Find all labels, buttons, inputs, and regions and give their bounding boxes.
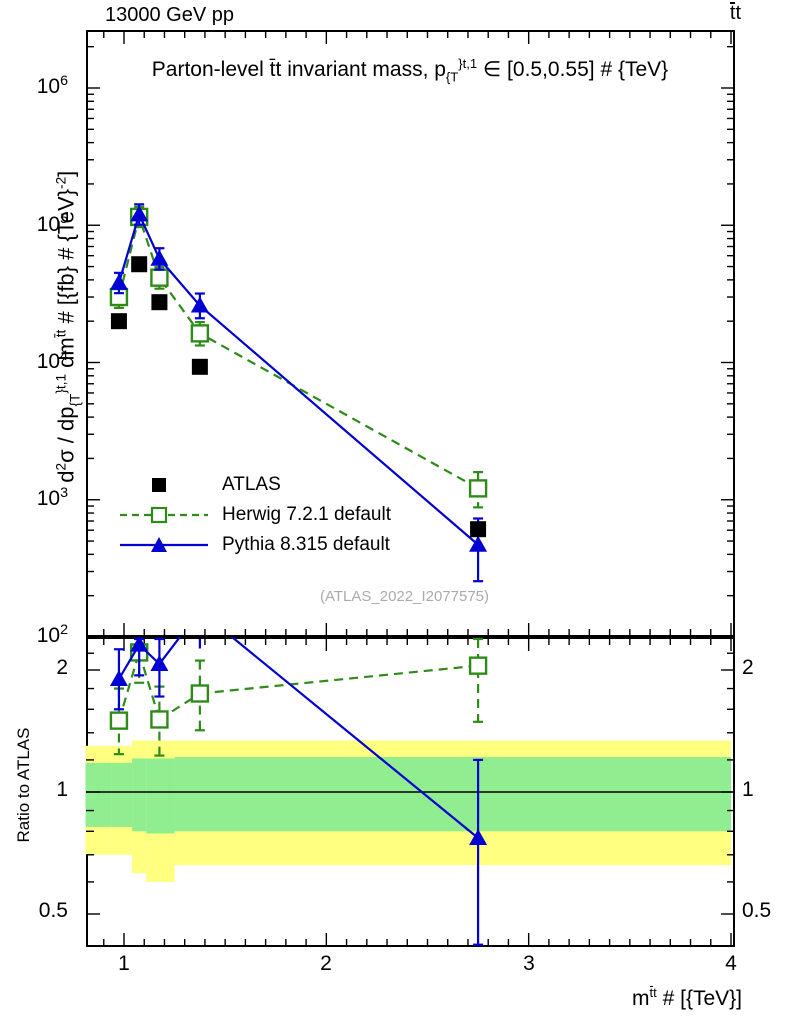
ratio-y-tick-label-05-right: 0.5: [742, 899, 772, 922]
ratio-inner-uncertainty-band: [146, 758, 175, 834]
process-label: tt: [729, 2, 741, 24]
analysis-id-watermark: (ATLAS_2022_I2077575): [320, 588, 490, 605]
ratio-marker-open-square: [468, 656, 488, 675]
legend-label-pythia: Pythia 8.315 default: [222, 534, 390, 555]
ratio-series-line: [117, 637, 479, 839]
y-tick-label-1e3: 103: [36, 485, 68, 510]
ratio-y-tick-label-2-left: 2: [56, 656, 68, 679]
data-marker-filled-square: [131, 256, 148, 273]
legend-item-pythia: Pythia 8.315 default: [120, 530, 391, 560]
ratio-inner-uncertainty-band: [111, 762, 133, 827]
x-tick-label-3: 3: [523, 952, 535, 975]
data-marker-triangle: [109, 273, 128, 290]
legend-label-atlas: ATLAS: [222, 474, 281, 495]
ratio-inner-uncertainty-band: [174, 757, 732, 832]
ratio-series-line: [117, 652, 479, 721]
x-tick-label-2: 2: [320, 952, 332, 975]
y-tick-label-1e5: 105: [36, 211, 68, 236]
data-marker-triangle: [150, 249, 169, 266]
plot-title-text: Parton-level t̄t invariant mass, p: [151, 57, 446, 81]
plot-title: Parton-level t̄t invariant mass, p{T}t,1…: [110, 56, 710, 85]
data-marker-triangle: [190, 296, 209, 313]
plot-title-subscript: {T: [445, 69, 459, 85]
legend-item-herwig: Herwig 7.2.1 default: [120, 500, 391, 530]
plot-title-superscript: }t,1: [458, 56, 478, 71]
ratio-inner-uncertainty-band: [85, 762, 112, 827]
ratio-marker-open-square: [190, 684, 210, 703]
legend-label-herwig: Herwig 7.2.1 default: [222, 504, 391, 525]
series-line-triangle: [117, 211, 479, 546]
data-marker-triangle: [130, 205, 149, 222]
ratio-marker-triangle: [469, 829, 488, 846]
data-marker-open-square: [468, 479, 488, 498]
data-marker-triangle: [469, 535, 488, 552]
legend-key-square-icon: [120, 474, 208, 496]
ratio-marker-triangle: [130, 635, 149, 652]
x-tick-label-1: 1: [118, 952, 130, 975]
ratio-marker-open-square: [109, 711, 129, 730]
plot-title-rest: ∈ [0.5,0.55] # {TeV}: [482, 57, 669, 81]
ratio-inner-uncertainty-band: [132, 758, 147, 832]
y-tick-label-1e2: 102: [36, 622, 68, 647]
y-tick-label-1e6: 106: [36, 73, 68, 98]
legend-item-atlas: ATLAS: [120, 470, 391, 500]
ratio-marker-triangle: [109, 670, 128, 687]
ratio-y-tick-label-05-left: 0.5: [38, 899, 68, 922]
data-marker-open-square: [150, 268, 169, 287]
data-marker-open-square: [190, 324, 210, 343]
ratio-y-tick-label-1-right: 1: [742, 778, 754, 801]
data-marker-filled-square: [470, 521, 487, 538]
x-tick-label-4: 4: [725, 952, 737, 975]
ratio-marker-open-square: [150, 710, 169, 729]
ratio-y-tick-label-2-right: 2: [742, 656, 754, 679]
legend: ATLAS Herwig 7.2.1 default Pythia 8.315 …: [120, 470, 391, 560]
data-marker-filled-square: [191, 358, 208, 375]
ratio-y-tick-label-1-left: 1: [56, 778, 68, 801]
data-marker-filled-square: [110, 313, 127, 330]
data-marker-filled-square: [151, 294, 168, 311]
ratio-marker-triangle: [150, 654, 169, 671]
series-line-square: [117, 213, 479, 490]
y-tick-label-1e4: 104: [36, 348, 68, 373]
legend-key-solid-triangle-icon: [120, 534, 208, 556]
beam-energy-label: 13000 GeV pp: [105, 4, 234, 26]
x-axis-label: mtt # [{TeV}]: [632, 985, 742, 1010]
legend-key-dashed-open-square-icon: [120, 504, 208, 526]
